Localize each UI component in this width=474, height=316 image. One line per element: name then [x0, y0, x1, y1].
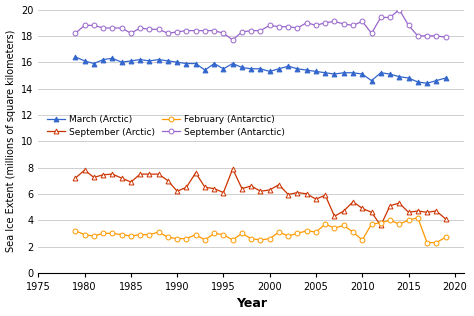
Legend: March (Arctic), September (Arctic), February (Antarctic), September (Antarctic): March (Arctic), September (Arctic), Febr…	[47, 115, 284, 137]
Y-axis label: Sea Ice Extent (millions of square kilometers): Sea Ice Extent (millions of square kilom…	[6, 30, 16, 252]
X-axis label: Year: Year	[236, 297, 267, 310]
